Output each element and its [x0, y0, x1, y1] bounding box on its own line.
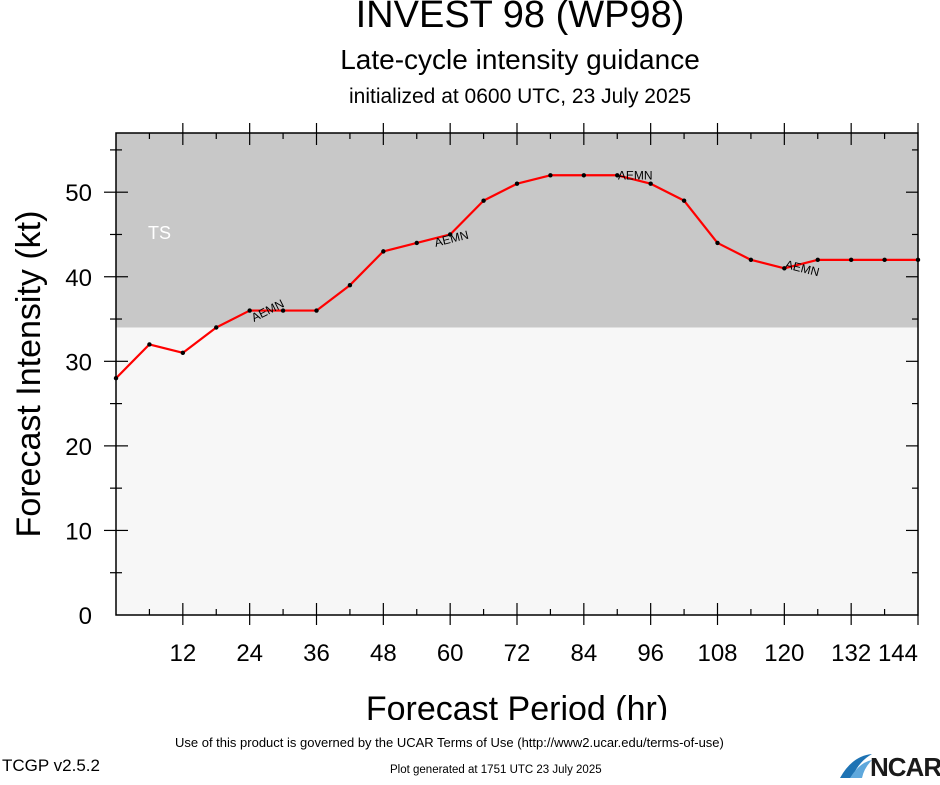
y-tick-label: 30: [65, 349, 92, 376]
series-point: [882, 257, 887, 263]
series-point: [381, 249, 386, 254]
ncar-logo: NCAR: [838, 752, 940, 782]
series-point: [648, 181, 653, 186]
series-point: [514, 181, 520, 186]
y-tick-label: 50: [65, 180, 92, 207]
chart-init-time: initialized at 0600 UTC, 23 July 2025: [348, 85, 692, 108]
series-point: [347, 283, 353, 288]
x-tick-label: 60: [437, 640, 464, 667]
series-point: [748, 257, 754, 263]
series-point: [615, 173, 620, 178]
x-tick-label: 132: [831, 640, 871, 667]
generated-time: Plot generated at 1751 UTC 23 July 2025: [390, 764, 602, 776]
series-point: [314, 308, 319, 313]
series-point: [548, 173, 553, 178]
ts-band: [116, 133, 918, 328]
series-point: [681, 198, 687, 203]
x-tick-label: 36: [303, 640, 330, 667]
series-point: [715, 240, 720, 246]
x-tick-label: 120: [764, 640, 804, 667]
intensity-chart: TS 12 24 36 48 60 72 84 96 108 120 132 144 0 10 20 30 40 5…: [10, 123, 921, 720]
x-tick-label: 12: [169, 640, 196, 667]
ncar-swoosh-icon: [840, 754, 872, 778]
x-tick-label: 96: [637, 640, 664, 667]
y-axis-label: Forecast Intensity (kt): [10, 211, 48, 538]
series-point: [447, 232, 453, 237]
ts-band-label: TS: [148, 223, 171, 243]
x-axis-label: Forecast Period (hr): [366, 690, 668, 720]
series-point: [782, 266, 787, 271]
version-label: TCGP v2.5.2: [2, 756, 100, 775]
series-point: [280, 308, 286, 313]
x-tick-label: 72: [504, 640, 531, 667]
y-tick-label: 20: [65, 434, 92, 461]
series-point: [113, 376, 119, 381]
ncar-logo-text: NCAR: [870, 752, 940, 782]
series-point: [581, 173, 587, 178]
chart-subtitle: Late-cycle intensity guidance: [340, 44, 700, 75]
x-tick-label: 108: [697, 640, 737, 667]
series-label: AEMN: [618, 168, 653, 182]
series-point: [848, 257, 854, 263]
series-point: [147, 342, 152, 347]
series-point: [180, 350, 186, 356]
terms-of-use: Use of this product is governed by the U…: [175, 735, 724, 750]
series-point: [815, 257, 820, 263]
x-tick-label: 144: [878, 640, 918, 667]
series-point: [915, 257, 921, 263]
chart-title: INVEST 98 (WP98): [355, 0, 685, 36]
y-tick-label: 0: [79, 603, 92, 630]
x-tick-label: 48: [370, 640, 397, 667]
series-point: [414, 240, 419, 246]
series-point: [481, 198, 486, 203]
x-tick-label: 24: [236, 640, 263, 667]
series-point: [247, 308, 252, 313]
x-tick-label: 84: [570, 640, 597, 667]
series-point: [214, 325, 219, 330]
y-tick-label: 10: [65, 518, 92, 545]
y-tick-label: 40: [65, 265, 92, 292]
